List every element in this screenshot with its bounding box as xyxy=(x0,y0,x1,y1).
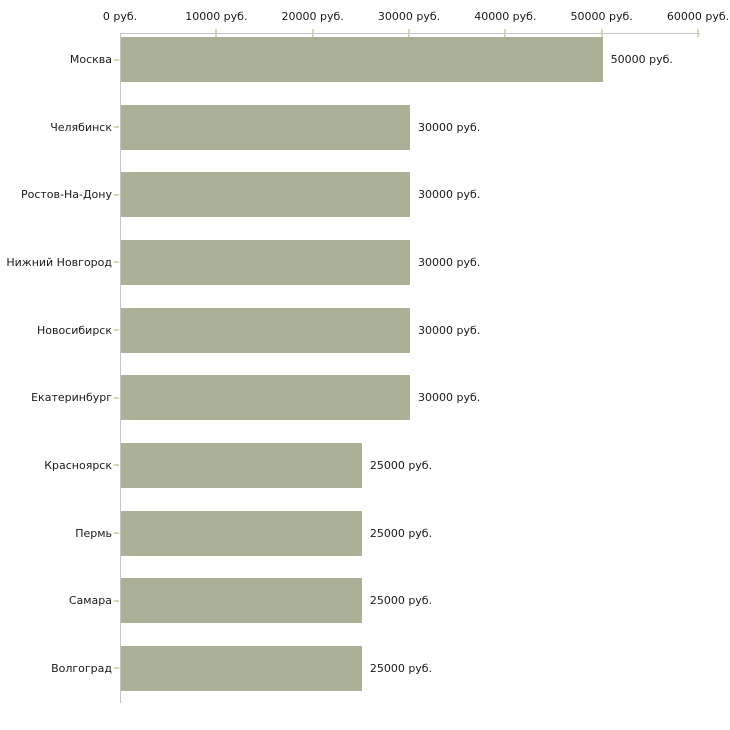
y-axis-line xyxy=(120,33,121,703)
value-label: 25000 руб. xyxy=(369,526,433,540)
x-axis-tick-label: 0 руб. xyxy=(102,10,138,23)
x-axis-tick-label: 50000 руб. xyxy=(570,10,633,23)
y-axis-tick xyxy=(114,599,119,602)
bar xyxy=(121,645,362,691)
category-label: Нижний Новгород xyxy=(6,255,112,269)
category-label: Москва xyxy=(69,53,112,66)
bar xyxy=(121,578,362,624)
value-label: 25000 руб. xyxy=(369,594,433,608)
x-axis-line xyxy=(120,33,700,34)
value-label: 30000 руб. xyxy=(418,188,481,202)
category-label: Челябинск xyxy=(50,120,112,134)
category-label: Екатеринбург xyxy=(31,391,112,405)
bar xyxy=(121,375,410,421)
y-axis-tick xyxy=(114,193,119,196)
value-label: 30000 руб. xyxy=(418,120,481,134)
value-label: 50000 руб. xyxy=(610,53,673,66)
category-label: Волгоград xyxy=(51,661,112,675)
category-label: Новосибирск xyxy=(36,323,112,337)
x-axis-tick-label: 60000 руб. xyxy=(666,10,730,23)
y-axis-tick xyxy=(114,58,119,61)
y-axis-tick xyxy=(114,126,119,129)
bar xyxy=(121,239,410,285)
y-axis-tick xyxy=(114,261,119,264)
x-axis-tick-label: 10000 руб. xyxy=(185,10,248,23)
bar xyxy=(121,172,410,218)
y-axis-tick xyxy=(114,667,119,670)
value-label: 25000 руб. xyxy=(369,661,433,675)
value-label: 25000 руб. xyxy=(369,458,433,472)
bar xyxy=(121,442,362,488)
x-axis-tick-label: 30000 руб. xyxy=(377,10,441,23)
category-label: Самара xyxy=(68,594,112,608)
y-axis-tick xyxy=(114,329,119,332)
bar xyxy=(121,104,410,150)
y-axis-tick xyxy=(114,396,119,399)
bar xyxy=(121,510,362,556)
category-label: Ростов-На-Дону xyxy=(20,188,112,202)
value-label: 30000 руб. xyxy=(418,323,481,337)
category-label: Красноярск xyxy=(44,458,112,472)
bar xyxy=(121,37,603,82)
x-axis-tick-label: 40000 руб. xyxy=(474,10,537,23)
x-axis-tick-label: 20000 руб. xyxy=(281,10,344,23)
value-label: 30000 руб. xyxy=(418,391,481,405)
y-axis-tick xyxy=(114,464,119,467)
value-label: 30000 руб. xyxy=(418,255,481,269)
category-label: Пермь xyxy=(75,526,112,540)
bar xyxy=(121,307,410,353)
y-axis-tick xyxy=(114,532,119,535)
